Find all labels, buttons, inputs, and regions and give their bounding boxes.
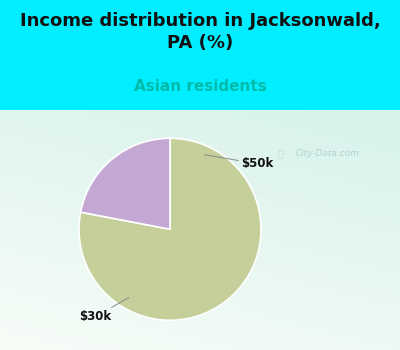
- Text: City-Data.com: City-Data.com: [296, 149, 360, 158]
- Text: Income distribution in Jacksonwald,
PA (%): Income distribution in Jacksonwald, PA (…: [20, 12, 380, 52]
- Text: $50k: $50k: [204, 155, 273, 170]
- Text: ⓘ: ⓘ: [277, 148, 283, 159]
- Text: $30k: $30k: [79, 298, 129, 323]
- Wedge shape: [79, 138, 261, 320]
- Wedge shape: [81, 138, 170, 229]
- Text: Asian residents: Asian residents: [134, 79, 266, 94]
